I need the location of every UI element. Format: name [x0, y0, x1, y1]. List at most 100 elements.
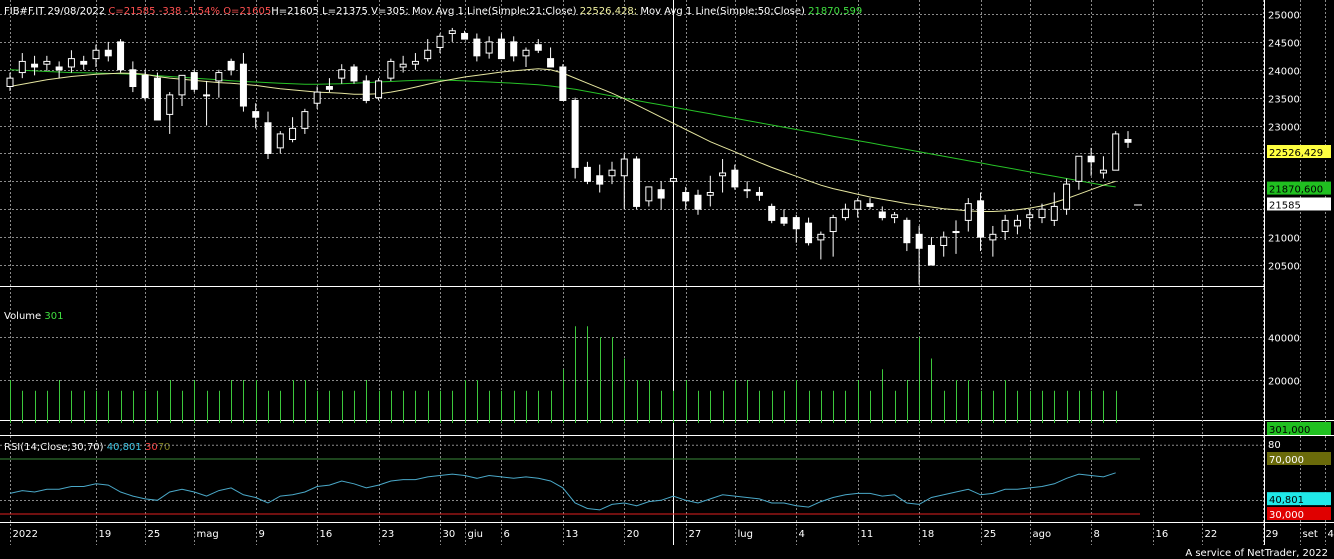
- candle-body: [706, 191, 714, 196]
- ma21-price-tag-bg: [1267, 144, 1331, 158]
- candle-body: [620, 158, 628, 177]
- candle-body: [1063, 183, 1071, 210]
- x-tick-label: 25: [148, 529, 161, 540]
- candle-body: [362, 80, 370, 101]
- change-pct: -1,54%: [184, 6, 220, 17]
- candle-body: [903, 219, 911, 244]
- candle-body: [522, 49, 530, 57]
- volume-panel-label: Volume 301: [4, 311, 63, 322]
- candle-body: [497, 38, 505, 60]
- x-tick-label: 25: [984, 529, 997, 540]
- x-tick-label: 9: [259, 529, 265, 540]
- candle-body: [1099, 169, 1107, 174]
- candle-body: [1001, 219, 1009, 233]
- candle-body: [252, 111, 260, 118]
- candle-body: [301, 111, 309, 129]
- x-tick-label: 16: [1156, 529, 1169, 540]
- candle-body: [559, 66, 567, 101]
- candle-body: [1075, 155, 1083, 182]
- change-value: -338: [158, 6, 182, 17]
- volume-tick-label: 20000: [1268, 377, 1300, 388]
- candle-body: [31, 63, 39, 68]
- x-tick-label: 29: [1266, 529, 1279, 540]
- candle-body: [571, 99, 579, 168]
- ma50-price-tag: 21870,600: [1269, 185, 1323, 196]
- candle-body: [977, 200, 985, 238]
- candle-body: [448, 30, 456, 35]
- candle-body: [755, 191, 763, 196]
- x-tick-label: 22: [1205, 529, 1218, 540]
- candle-body: [166, 94, 174, 115]
- price-tick-label: 20500: [1268, 262, 1300, 273]
- candle-body: [805, 222, 813, 244]
- symbol: FIB#F.IT: [4, 6, 45, 17]
- candle-body: [841, 208, 849, 219]
- x-tick-label: giu: [468, 529, 483, 540]
- x-tick-label: 2022: [13, 529, 38, 540]
- candle-body: [18, 60, 26, 74]
- candle-body: [80, 60, 88, 65]
- volume-value-tag-bg: [1267, 422, 1331, 435]
- candle-body: [375, 80, 383, 99]
- x-tick-label: lug: [738, 529, 753, 540]
- candle-body: [633, 158, 641, 207]
- x-tick-label: 16: [320, 529, 333, 540]
- candle-body: [645, 186, 653, 202]
- candle-body: [129, 69, 137, 88]
- candle-body: [989, 233, 997, 241]
- rsi-value-tag: 40,801: [1269, 495, 1304, 506]
- x-tick-label: 11: [861, 529, 874, 540]
- candle-body: [731, 169, 739, 188]
- footer-credit: A service of NetTrader, 2022: [1185, 548, 1328, 559]
- candle-body: [780, 217, 788, 224]
- x-tick-label: 20: [627, 529, 640, 540]
- ma50-price-tag-bg: [1267, 181, 1331, 195]
- price-tick-label: 23000: [1268, 123, 1300, 134]
- candle-body: [227, 60, 235, 71]
- x-tick-label: 19: [99, 529, 112, 540]
- candle-body: [534, 44, 542, 51]
- x-tick-label: 13: [566, 529, 579, 540]
- candle-body: [436, 35, 444, 48]
- price-tick-label: 24000: [1268, 67, 1300, 78]
- x-tick-label: 23: [382, 529, 395, 540]
- open-value: O=21605: [223, 6, 272, 17]
- volume-tick-label: 40000: [1268, 334, 1300, 345]
- candle-body: [411, 60, 419, 65]
- candle-body: [952, 231, 960, 234]
- hlv-values: H=21605 L=21375 V=305;: [271, 6, 409, 17]
- quote-date: 29/08/2022: [47, 6, 106, 17]
- candle-body: [694, 194, 702, 210]
- x-tick-label: set: [1303, 529, 1318, 540]
- x-tick-label: 30: [443, 529, 456, 540]
- price-tick-label: 25000: [1268, 11, 1300, 22]
- candle-body: [461, 33, 469, 40]
- candle-body: [104, 49, 112, 57]
- candle-body: [289, 127, 297, 141]
- candle-body: [1050, 205, 1058, 221]
- candle-body: [1026, 214, 1034, 219]
- candle-body: [67, 58, 75, 68]
- candle-body: [424, 49, 432, 60]
- candle-body: [866, 203, 874, 207]
- candle-body: [669, 178, 677, 182]
- candle-body: [178, 74, 186, 96]
- candle-body: [264, 122, 272, 154]
- candle-body: [583, 166, 591, 182]
- candle-body: [141, 74, 149, 99]
- rsi-30-tag: 30,000: [1269, 510, 1304, 521]
- candle-body: [117, 41, 125, 71]
- candle-body: [682, 191, 690, 202]
- ma21-price-tag: 22526,429: [1269, 148, 1323, 159]
- rsi-30-tag-bg: [1267, 507, 1331, 520]
- rsi-low: 30: [144, 442, 158, 453]
- chart-header: FIB#F.IT 29/08/2022 C=21585 -338 -1,54% …: [4, 6, 862, 17]
- candle-body: [1112, 133, 1120, 171]
- candle-body: [239, 63, 247, 107]
- candle-body: [55, 66, 63, 71]
- candle-body: [276, 133, 284, 149]
- candle-body: [153, 77, 161, 121]
- rsi-label: RSI(14;Close;30;70): [4, 442, 104, 453]
- rsi-70-tag-bg: [1267, 452, 1331, 465]
